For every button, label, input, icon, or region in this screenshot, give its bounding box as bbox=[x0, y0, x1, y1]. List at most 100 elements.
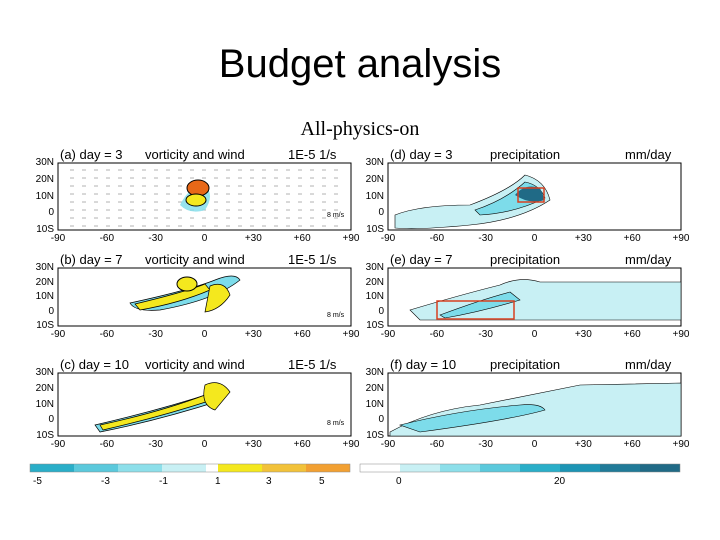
ref-vector-a: 8 m/s bbox=[327, 212, 345, 219]
colorbar-left-tick: -1 bbox=[159, 476, 168, 487]
panel-f-field: precipitation bbox=[490, 357, 561, 372]
lat-tick: 0 bbox=[378, 414, 384, 426]
lat-tick: 30N bbox=[35, 157, 54, 168]
lon-tick: +30 bbox=[244, 439, 262, 450]
lon-tick: 0 bbox=[201, 329, 208, 340]
lon-tick: +90 bbox=[672, 439, 690, 450]
lon-tick: 0 bbox=[531, 329, 538, 340]
lat-tick: 10N bbox=[35, 291, 54, 302]
lat-tick: 30N bbox=[365, 262, 384, 273]
lat-tick: 20N bbox=[35, 173, 54, 185]
lon-tick: 0 bbox=[201, 233, 208, 244]
lat-tick: 10S bbox=[36, 320, 54, 331]
lon-tick: 0 bbox=[531, 233, 538, 244]
lat-tick: 10N bbox=[365, 398, 384, 410]
panel-c-label: (c) day = 10 bbox=[60, 357, 130, 372]
lat-tick: 10S bbox=[36, 430, 54, 441]
colorbar-right-tick: 0 bbox=[396, 476, 402, 487]
panel-f-units: mm/day bbox=[625, 357, 672, 372]
lon-tick: 0 bbox=[531, 439, 538, 450]
panel-f-plot bbox=[387, 372, 682, 437]
lat-tick: 20N bbox=[35, 382, 54, 394]
lat-tick: 20N bbox=[365, 276, 384, 288]
panel-c-plot bbox=[57, 372, 352, 437]
lon-tick: -30 bbox=[148, 329, 163, 340]
lon-tick: +60 bbox=[293, 233, 311, 244]
lat-tick: 0 bbox=[48, 305, 54, 317]
lon-tick: +30 bbox=[244, 233, 262, 244]
ref-vector-b: 8 m/s bbox=[327, 312, 345, 319]
panel-d-field: precipitation bbox=[490, 147, 561, 162]
lon-tick: +30 bbox=[574, 329, 592, 340]
lon-tick: +60 bbox=[623, 233, 641, 244]
lon-tick: -90 bbox=[380, 439, 396, 450]
lon-tick: +30 bbox=[244, 329, 262, 340]
panel-b-plot bbox=[57, 267, 352, 327]
lat-tick: 10S bbox=[366, 224, 384, 235]
panel-a-plot bbox=[57, 162, 352, 231]
lat-tick: 0 bbox=[48, 207, 54, 219]
lon-tick: +90 bbox=[672, 329, 690, 340]
lat-tick: 30N bbox=[35, 262, 54, 273]
panel-c-field: vorticity and wind bbox=[145, 357, 245, 372]
lat-tick: 10S bbox=[366, 430, 384, 441]
ref-vector-c: 8 m/s bbox=[327, 420, 345, 427]
lat-tick: 30N bbox=[365, 157, 384, 168]
lat-tick: 10S bbox=[36, 224, 54, 235]
panel-a-label: (a) day = 3 bbox=[60, 147, 123, 162]
lon-tick: -90 bbox=[50, 233, 66, 244]
lon-tick: -30 bbox=[148, 233, 163, 244]
lon-tick: +90 bbox=[342, 233, 360, 244]
lat-tick: 0 bbox=[48, 414, 54, 426]
lon-tick: +60 bbox=[623, 439, 641, 450]
lon-tick: +90 bbox=[672, 233, 690, 244]
lon-tick: -90 bbox=[380, 233, 396, 244]
colorbar-right bbox=[359, 463, 681, 473]
wind-vectors-a bbox=[70, 169, 338, 227]
colorbar-left-tick: 1 bbox=[215, 476, 221, 487]
lat-tick: 20N bbox=[365, 173, 384, 185]
lat-tick: 0 bbox=[378, 207, 384, 219]
panel-b-label: (b) day = 7 bbox=[60, 252, 123, 267]
lon-tick: -30 bbox=[478, 439, 493, 450]
lon-tick: +90 bbox=[342, 329, 360, 340]
panel-e-field: precipitation bbox=[490, 252, 561, 267]
lon-tick: -60 bbox=[99, 233, 115, 244]
colorbar-left-tick: -5 bbox=[33, 476, 42, 487]
lon-tick: +90 bbox=[342, 439, 360, 450]
lon-tick: +30 bbox=[574, 233, 592, 244]
lat-tick: 10S bbox=[366, 320, 384, 331]
panel-e-units: mm/day bbox=[625, 252, 672, 267]
lon-tick: -30 bbox=[478, 233, 493, 244]
colorbar-left-tick: 5 bbox=[319, 476, 325, 487]
lat-tick: 10N bbox=[365, 291, 384, 302]
panel-d-plot bbox=[387, 162, 682, 231]
lon-tick: +60 bbox=[293, 329, 311, 340]
lat-tick: 10N bbox=[365, 190, 384, 202]
lat-tick: 30N bbox=[35, 367, 54, 378]
panel-b-units: 1E-5 1/s bbox=[288, 252, 337, 267]
lon-tick: -60 bbox=[99, 329, 115, 340]
panel-d-label: (d) day = 3 bbox=[390, 147, 453, 162]
slide-subtitle: All-physics-on bbox=[300, 118, 420, 140]
slide-title: Budget analysis bbox=[218, 42, 502, 86]
panel-a-field: vorticity and wind bbox=[145, 147, 245, 162]
panel-e-label: (e) day = 7 bbox=[390, 252, 453, 267]
panel-b-field: vorticity and wind bbox=[145, 252, 245, 267]
lon-tick: -60 bbox=[429, 329, 445, 340]
lon-tick: -60 bbox=[429, 439, 445, 450]
lon-tick: -30 bbox=[478, 329, 493, 340]
lon-tick: +30 bbox=[574, 439, 592, 450]
panel-f-label: (f) day = 10 bbox=[390, 357, 457, 372]
lon-tick: -60 bbox=[99, 439, 115, 450]
panel-e-plot bbox=[387, 267, 682, 327]
panel-a-units: 1E-5 1/s bbox=[288, 147, 337, 162]
lon-tick: -90 bbox=[50, 439, 66, 450]
lon-tick: -90 bbox=[50, 329, 66, 340]
lat-tick: 20N bbox=[35, 276, 54, 288]
lat-tick: 20N bbox=[365, 382, 384, 394]
colorbar-left bbox=[29, 463, 351, 473]
lat-tick: 10N bbox=[35, 398, 54, 410]
lon-tick: +60 bbox=[623, 329, 641, 340]
